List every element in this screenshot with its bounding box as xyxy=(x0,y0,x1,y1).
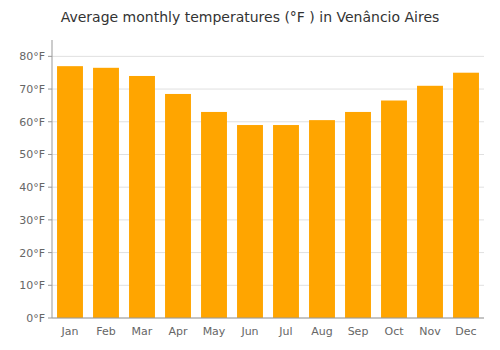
bar xyxy=(165,94,191,318)
y-tick-label: 60°F xyxy=(19,116,45,129)
bar xyxy=(309,120,335,318)
bar xyxy=(201,112,227,318)
y-tick xyxy=(48,154,52,155)
y-tick xyxy=(48,187,52,188)
chart-title: Average monthly temperatures (°F ) in Ve… xyxy=(61,9,440,25)
y-tick xyxy=(48,89,52,90)
bars xyxy=(57,66,479,318)
y-tick-label: 0°F xyxy=(26,312,45,325)
y-axis-ticks: 0°F 10°F 20°F 30°F 40°F 50°F 60°F 70°F 80°F xyxy=(19,50,52,325)
y-tick-label: 70°F xyxy=(19,83,45,96)
x-tick-label: Jul xyxy=(278,325,292,338)
x-tick-label: Mar xyxy=(132,325,153,338)
y-tick-label: 20°F xyxy=(19,247,45,260)
y-tick-label: 80°F xyxy=(19,50,45,63)
bar xyxy=(57,66,83,318)
grid-line xyxy=(52,318,484,319)
x-tick-label: Aug xyxy=(311,325,332,338)
bar xyxy=(453,73,479,318)
bar xyxy=(273,125,299,318)
x-tick-label: Nov xyxy=(419,325,441,338)
y-tick-label: 50°F xyxy=(19,148,45,161)
y-axis-line xyxy=(52,40,53,318)
bar xyxy=(417,86,443,318)
bar xyxy=(237,125,263,318)
chart-container: Average monthly temperatures (°F ) in Ve… xyxy=(0,0,500,350)
x-tick-label: Sep xyxy=(348,325,369,338)
y-tick-label: 10°F xyxy=(19,279,45,292)
grid-line xyxy=(52,56,484,57)
y-tick xyxy=(48,121,52,122)
x-tick-label: Feb xyxy=(96,325,115,338)
bar xyxy=(93,68,119,318)
bar xyxy=(381,101,407,318)
y-tick xyxy=(48,219,52,220)
y-tick xyxy=(48,56,52,57)
chart-svg: Average monthly temperatures (°F ) in Ve… xyxy=(0,0,500,350)
y-tick xyxy=(48,285,52,286)
bar xyxy=(129,76,155,318)
x-tick-label: Jun xyxy=(240,325,258,338)
x-tick-label: Apr xyxy=(168,325,188,338)
grid xyxy=(52,56,484,318)
x-tick-label: May xyxy=(203,325,226,338)
x-tick-label: Dec xyxy=(455,325,476,338)
y-tick xyxy=(48,252,52,253)
y-tick-label: 30°F xyxy=(19,214,45,227)
x-tick-label: Oct xyxy=(384,325,404,338)
x-axis-ticks: Jan Feb Mar Apr May Jun Jul Aug Sep Oct Nov Dec xyxy=(61,325,477,338)
y-tick-label: 40°F xyxy=(19,181,45,194)
y-tick xyxy=(48,318,52,319)
x-axis-line xyxy=(52,318,484,319)
bar xyxy=(345,112,371,318)
x-tick-label: Jan xyxy=(61,325,79,338)
